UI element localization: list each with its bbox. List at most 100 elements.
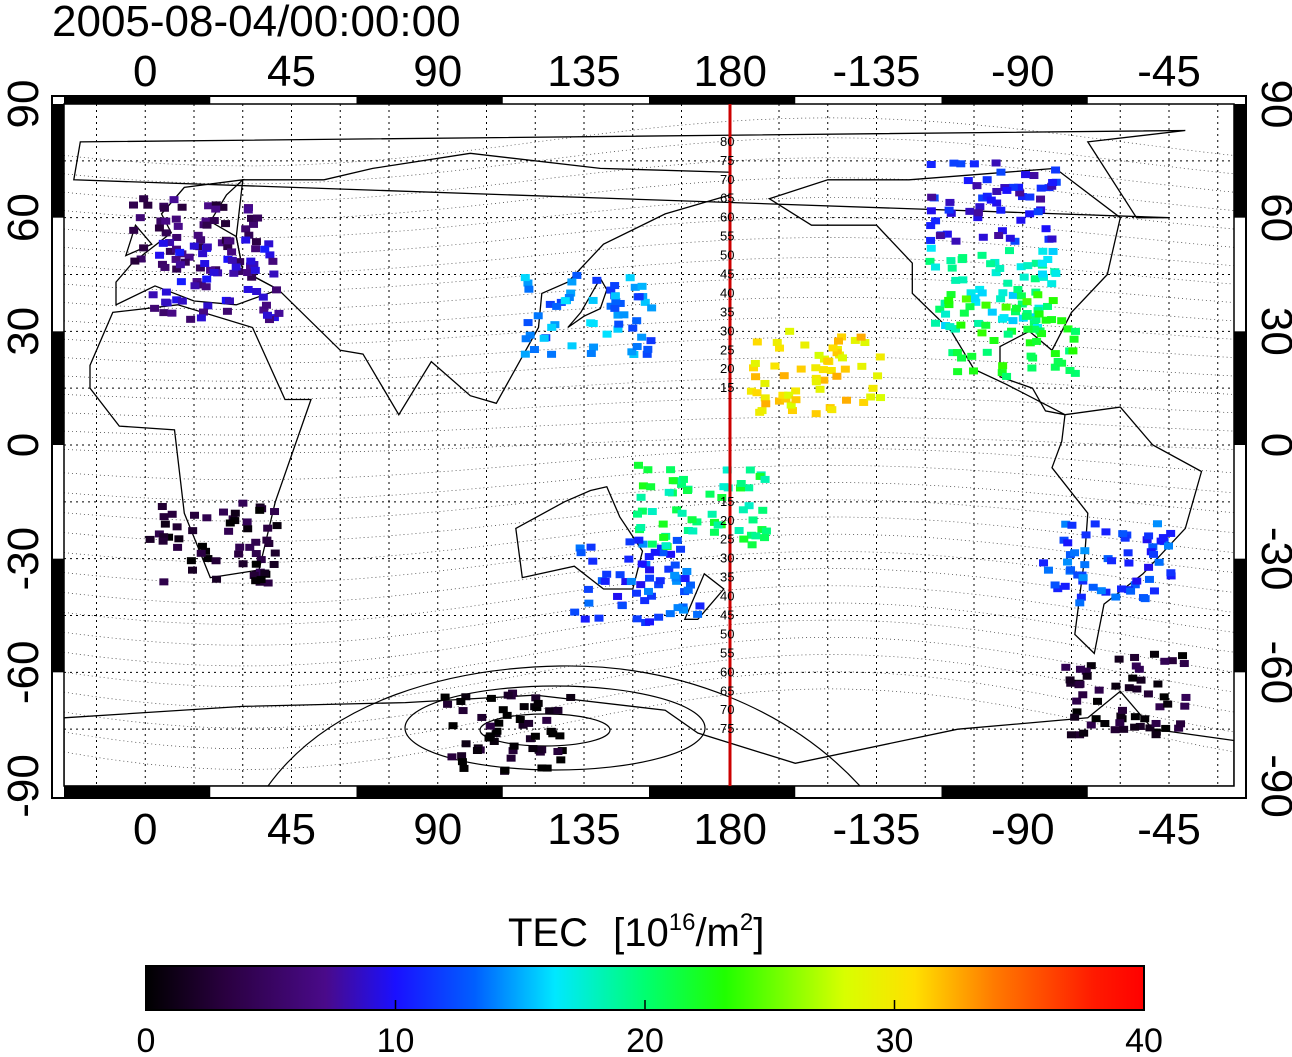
frame-tick-bar bbox=[649, 786, 796, 798]
tec-point bbox=[949, 159, 959, 167]
meridian-lat-label: 15 bbox=[720, 494, 734, 509]
bottom-lon-tick-label: -90 bbox=[991, 805, 1055, 854]
tec-point bbox=[1178, 652, 1188, 660]
tec-point bbox=[269, 560, 279, 568]
tec-point bbox=[1130, 653, 1140, 661]
meridian-lat-label: 60 bbox=[720, 664, 734, 679]
tec-point bbox=[1072, 708, 1082, 716]
tec-point bbox=[996, 168, 1006, 176]
tec-point bbox=[1047, 235, 1057, 243]
tec-point bbox=[621, 578, 631, 586]
tec-point bbox=[1130, 723, 1140, 731]
tec-point bbox=[998, 362, 1008, 370]
tec-point bbox=[636, 523, 646, 531]
tec-point bbox=[946, 291, 956, 299]
bottom-lon-tick-label: -45 bbox=[1137, 805, 1201, 854]
magnetic-pole-contour bbox=[267, 665, 861, 786]
tec-point bbox=[243, 206, 253, 214]
magnetic-contour bbox=[64, 447, 1234, 481]
tec-point bbox=[1048, 297, 1058, 305]
tec-point bbox=[1081, 667, 1091, 675]
tec-point bbox=[136, 255, 146, 263]
tec-point bbox=[197, 542, 207, 550]
tec-point bbox=[637, 282, 647, 290]
tec-point bbox=[484, 734, 494, 742]
tec-point bbox=[129, 201, 139, 209]
tec-point bbox=[508, 747, 518, 755]
tec-point bbox=[600, 577, 610, 585]
tec-point bbox=[1094, 686, 1104, 694]
coastline-north-america bbox=[767, 167, 1122, 416]
tec-point bbox=[173, 222, 183, 230]
tec-point bbox=[203, 555, 213, 563]
left-lat-tick-label: -30 bbox=[0, 527, 48, 591]
tec-point bbox=[155, 251, 165, 259]
frame-tick-bar bbox=[64, 96, 211, 104]
tec-point bbox=[272, 286, 282, 294]
tec-point bbox=[738, 506, 748, 514]
tec-point bbox=[212, 575, 222, 583]
tec-point bbox=[211, 205, 221, 213]
tec-point bbox=[160, 263, 170, 271]
tec-point bbox=[1067, 521, 1077, 529]
tec-point bbox=[647, 304, 657, 312]
tec-point bbox=[251, 577, 261, 585]
bottom-lon-tick-label: 180 bbox=[694, 805, 767, 854]
coastline-new-zealand bbox=[683, 572, 725, 620]
tec-point bbox=[202, 275, 212, 283]
tec-point bbox=[770, 362, 780, 370]
tec-point bbox=[811, 378, 821, 386]
tec-point bbox=[177, 203, 187, 211]
coastline-antarctica bbox=[64, 690, 1234, 786]
tec-point bbox=[1016, 216, 1026, 224]
frame-tick-bar bbox=[941, 96, 1088, 104]
tec-point bbox=[755, 408, 765, 416]
tec-point bbox=[1070, 369, 1080, 377]
tec-point bbox=[967, 352, 977, 360]
tec-point bbox=[494, 719, 504, 727]
tec-point bbox=[1161, 724, 1171, 732]
tec-point bbox=[978, 194, 988, 202]
tec-point bbox=[1120, 534, 1130, 542]
tec-point bbox=[158, 537, 168, 545]
tec-point bbox=[944, 206, 954, 214]
tec-point bbox=[1131, 662, 1141, 670]
tec-point bbox=[692, 518, 702, 526]
tec-point bbox=[457, 758, 467, 766]
meridian-lat-label: 50 bbox=[720, 626, 734, 641]
tec-point bbox=[1021, 312, 1031, 320]
frame-tick-bar bbox=[52, 104, 64, 218]
tec-point bbox=[211, 201, 221, 209]
tec-point bbox=[251, 238, 261, 246]
tec-point bbox=[935, 232, 945, 240]
tec-point bbox=[745, 466, 755, 474]
tec-point bbox=[1065, 366, 1075, 374]
tec-point bbox=[1008, 317, 1018, 325]
tec-point bbox=[223, 237, 233, 245]
tec-point bbox=[991, 159, 1001, 167]
tec-point bbox=[751, 373, 761, 381]
coastline-australia bbox=[515, 485, 644, 590]
tec-point bbox=[523, 319, 533, 327]
tec-point bbox=[617, 602, 627, 610]
tec-point bbox=[143, 201, 153, 209]
tec-point bbox=[201, 217, 211, 225]
tec-point bbox=[1126, 587, 1136, 595]
magnetic-contour bbox=[64, 217, 1234, 256]
tec-point bbox=[695, 602, 705, 610]
tec-point bbox=[992, 199, 1002, 207]
tec-point bbox=[135, 214, 145, 222]
tec-point bbox=[1004, 247, 1014, 255]
tec-point bbox=[447, 753, 457, 761]
tec-point bbox=[672, 506, 682, 514]
tec-point bbox=[1057, 317, 1067, 325]
tec-point bbox=[625, 274, 635, 282]
tec-point bbox=[982, 176, 992, 184]
tec-point bbox=[1140, 595, 1150, 603]
tec-point bbox=[461, 740, 471, 748]
tec-point bbox=[477, 713, 487, 721]
tec-data-points bbox=[129, 159, 1191, 775]
tec-point bbox=[567, 342, 577, 350]
tec-point bbox=[1123, 549, 1133, 557]
tec-point bbox=[1070, 713, 1080, 721]
